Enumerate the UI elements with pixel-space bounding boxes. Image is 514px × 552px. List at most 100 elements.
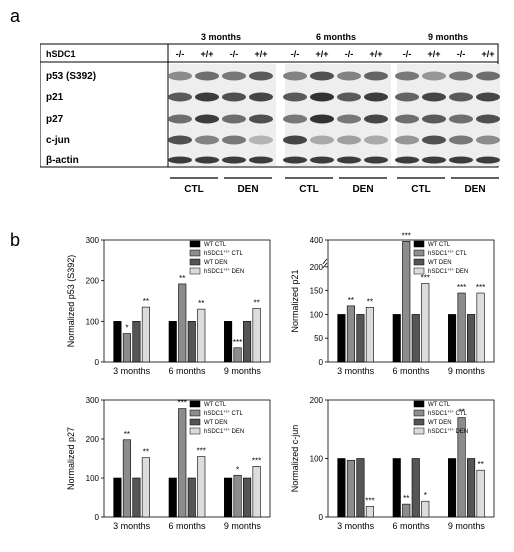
bar: [337, 458, 346, 518]
panel-a-letter: a: [10, 6, 21, 26]
blot-band: [337, 135, 361, 145]
y-tick-label: 200: [310, 396, 324, 405]
bar: [476, 469, 485, 518]
bar: [243, 321, 252, 363]
x-tick-label: 6 months: [392, 521, 430, 531]
y-axis-label: Normalized p53 (S392): [66, 255, 76, 348]
significance-label: **: [477, 460, 483, 469]
bar: [411, 458, 420, 518]
blot-band: [395, 92, 419, 102]
blot-band: [249, 135, 273, 145]
blot-band: [337, 114, 361, 124]
significance-label: ***: [178, 399, 187, 408]
x-tick-label: 3 months: [113, 366, 151, 376]
bar: [448, 314, 457, 363]
blot-band: [283, 92, 307, 102]
significance-label: **: [179, 274, 185, 283]
genotype-label: +/+: [369, 49, 382, 59]
blot-band: [310, 92, 334, 102]
legend-swatch: [413, 240, 425, 248]
blot-band: [195, 71, 219, 81]
legend-label: hSDC1+/+ CTL: [204, 249, 244, 258]
y-axis-label: Normalized p27: [66, 427, 76, 490]
legend-label: hSDC1+/+ CTL: [428, 249, 468, 258]
plot-frame: [103, 239, 271, 363]
protein-label: p53 (S392): [46, 71, 96, 82]
y-axis-label: Normalized c-jun: [290, 425, 300, 493]
bar: [233, 474, 242, 518]
blot-band: [395, 135, 419, 145]
significance-label: **: [198, 299, 204, 308]
protein-label: p27: [46, 114, 64, 125]
blot-band: [476, 71, 500, 81]
timepoint-label: 3 months: [201, 32, 241, 42]
blot-band: [476, 114, 500, 124]
bar: [346, 459, 355, 518]
y-tick-label: 0: [95, 513, 100, 522]
legend-label: WT CTL: [204, 402, 227, 408]
bar: [457, 292, 466, 363]
legend-swatch: [413, 400, 425, 408]
blot-band: [337, 156, 361, 164]
bar: [224, 321, 233, 363]
blot-band: [364, 114, 388, 124]
bar: [168, 477, 177, 518]
significance-label: ***: [402, 232, 411, 240]
bar-chart-p27: 0 100 200 300 Normalized p27 ** ** 3 months *** *…: [58, 392, 278, 547]
blot-band: [222, 156, 246, 164]
genotype-label: -/-: [230, 49, 239, 59]
blot-band: [364, 156, 388, 164]
bar: [132, 321, 141, 363]
genotype-label: +/+: [315, 49, 328, 59]
protein-label: p21: [46, 92, 64, 103]
y-tick-label: 100: [310, 455, 324, 464]
panel-b-letter: b: [10, 230, 21, 250]
bar: [392, 458, 401, 518]
protein-label: c-jun: [46, 135, 70, 146]
group-label: CTL: [411, 184, 430, 194]
legend-swatch: [413, 258, 425, 266]
bar: [392, 314, 401, 363]
plot-frame: [327, 239, 495, 363]
blot-band: [310, 156, 334, 164]
blot-band: [449, 114, 473, 124]
bar: [141, 457, 150, 518]
y-tick-label: 100: [86, 474, 100, 483]
y-tick-label: 0: [95, 358, 100, 367]
bar: [421, 500, 430, 518]
legend-label: WT DEN: [428, 260, 452, 266]
legend-swatch: [189, 240, 201, 248]
y-axis-label: Normalized p21: [290, 269, 300, 332]
blot-band: [283, 156, 307, 164]
blot-band: [422, 71, 446, 81]
y-tick-label: 0: [319, 358, 324, 367]
y-tick-label: 200: [310, 263, 324, 272]
bar: [448, 458, 457, 518]
blot-band: [195, 114, 219, 124]
legend-label: hSDC1+/+ CTL: [204, 409, 244, 418]
bar: [113, 321, 122, 363]
legend-swatch: [189, 409, 201, 417]
bar: [122, 439, 131, 518]
significance-label: **: [348, 296, 354, 305]
plot-frame: [327, 399, 495, 518]
significance-label: *: [424, 491, 427, 500]
plot-frame: [103, 399, 271, 518]
blot-band: [476, 156, 500, 164]
significance-label: ***: [365, 496, 374, 505]
bar: [356, 458, 365, 518]
y-tick-label: 50: [314, 334, 323, 343]
gene-label: hSDC1: [46, 49, 76, 59]
legend-swatch: [413, 427, 425, 435]
legend-swatch: [413, 418, 425, 426]
y-tick-label: 200: [86, 277, 100, 286]
legend-label: WT DEN: [204, 260, 228, 266]
blot-band: [476, 135, 500, 145]
group-label: CTL: [299, 184, 318, 194]
blot-band: [364, 135, 388, 145]
significance-label: *: [236, 465, 239, 474]
significance-label: **: [124, 430, 130, 439]
bar: [467, 314, 476, 363]
bar-chart-cjun: 0 100 200 Normalized c-jun *** 3 months ** * 6 m…: [282, 392, 502, 547]
timepoint-label: 9 months: [428, 32, 468, 42]
